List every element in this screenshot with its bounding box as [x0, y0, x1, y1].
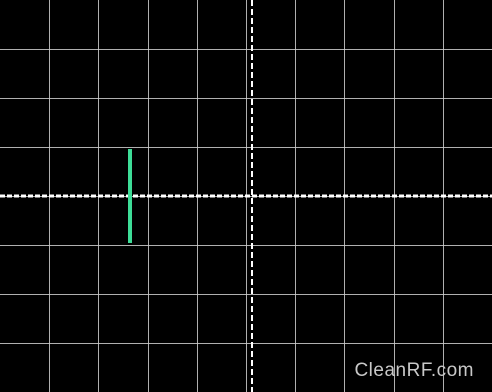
watermark-text: CleanRF.com — [354, 360, 474, 381]
horizontal-grid-lines — [0, 49, 492, 344]
